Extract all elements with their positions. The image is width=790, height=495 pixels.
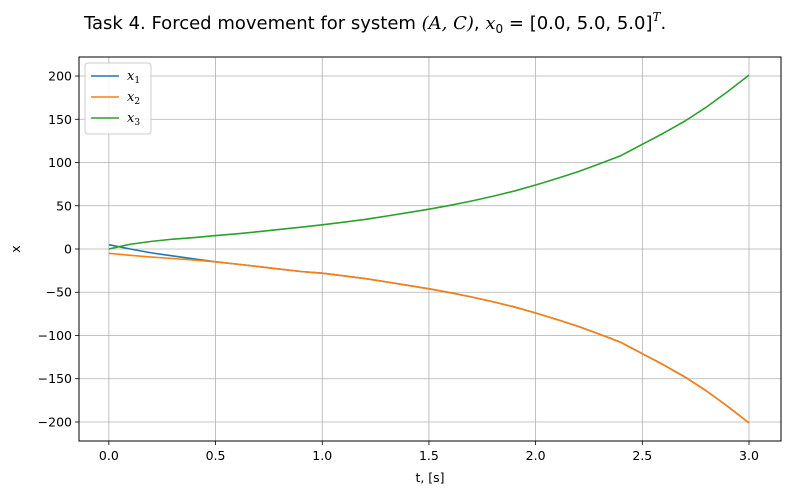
x-tick-label: 1.5 <box>419 448 439 463</box>
y-axis-ticks: −200 −150 −100 −50 0 50 100 150 200 <box>38 69 79 429</box>
series-lines <box>108 74 750 424</box>
y-tick-label: 50 <box>56 198 72 213</box>
legend-label-x1: x1 <box>127 69 140 86</box>
y-tick-label: −150 <box>38 371 72 386</box>
legend-label-x3: x3 <box>127 111 140 128</box>
y-tick-label: −100 <box>38 328 72 343</box>
chart-title-sup: T <box>653 10 662 24</box>
x-tick-label: 2.5 <box>632 448 652 463</box>
chart-title-prefix: Task 4. Forced movement for system <box>83 13 422 34</box>
legend-box <box>84 62 152 135</box>
chart-title-state-label: x <box>485 13 495 34</box>
y-axis-label: x <box>8 245 23 252</box>
y-tick-label: 0 <box>64 242 72 257</box>
x-axis-label: t, [s] <box>415 470 444 485</box>
y-tick-label: 200 <box>48 69 72 84</box>
legend: x1 x2 x3 <box>84 62 152 135</box>
y-tick-label: −50 <box>46 285 72 300</box>
chart-title-state-value: = [0.0, 5.0, 5.0] <box>503 13 652 34</box>
chart-title-system: (A, C) <box>422 13 474 34</box>
x-tick-label: 0.5 <box>206 448 226 463</box>
x-tick-label: 2.0 <box>526 448 546 463</box>
chart-title-state-sub: 0 <box>496 22 504 36</box>
x-tick-label: 3.0 <box>739 448 759 463</box>
chart-title: Task 4. Forced movement for system (A, C… <box>83 10 666 36</box>
x-tick-label: 1.0 <box>312 448 332 463</box>
grid-lines <box>79 57 781 441</box>
series-line-x2 <box>108 252 750 424</box>
x-axis-ticks: 0.0 0.5 1.0 1.5 2.0 2.5 3.0 <box>99 441 759 463</box>
legend-label-x2: x2 <box>127 90 140 107</box>
series-line-x3 <box>108 74 750 250</box>
y-tick-label: 150 <box>48 112 72 127</box>
y-tick-label: 100 <box>48 155 72 170</box>
chart-title-suffix: . <box>661 13 667 34</box>
y-tick-label: −200 <box>38 414 72 429</box>
x-tick-label: 0.0 <box>99 448 119 463</box>
